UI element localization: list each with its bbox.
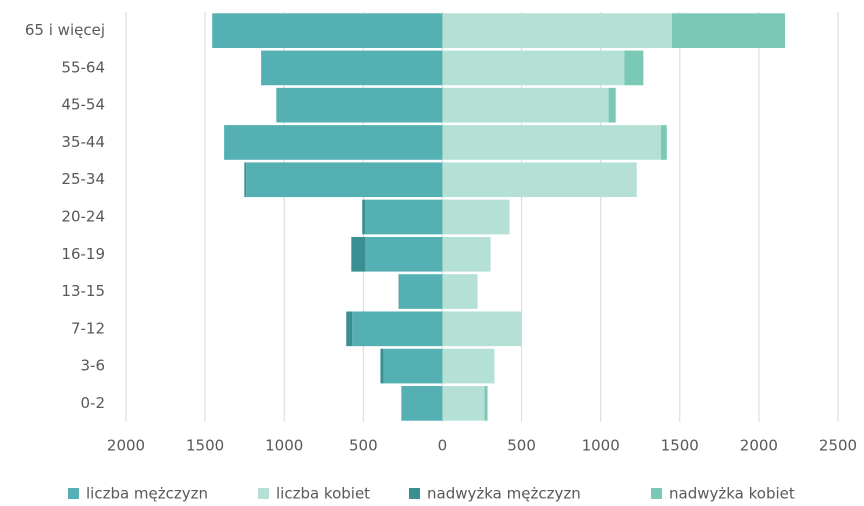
bar (442, 199, 510, 235)
y-tick-label: 0-2 (81, 394, 106, 412)
x-tick-label: 1000 (582, 437, 620, 455)
legend-label: liczba kobiet (276, 485, 370, 503)
bar (442, 125, 661, 160)
y-tick-label: 45-54 (61, 96, 105, 114)
bar (442, 87, 609, 123)
bar (401, 386, 443, 421)
legend-swatch (409, 488, 420, 499)
bar (484, 386, 488, 421)
bar (442, 50, 625, 86)
y-tick-label: 3-6 (81, 357, 106, 375)
legend-item: liczba mężczyzn (68, 485, 208, 503)
x-tick-label: 1500 (661, 437, 699, 455)
bar (276, 87, 443, 123)
bar (261, 50, 443, 86)
y-tick-label: 7-12 (71, 319, 105, 337)
bar (442, 13, 672, 48)
x-tick-label: 2000 (740, 437, 778, 455)
bar (608, 87, 616, 123)
bar (442, 386, 485, 421)
y-tick-label: 65 i więcej (25, 21, 105, 39)
bar (624, 50, 644, 86)
y-tick-label: 55-64 (61, 58, 105, 76)
legend-swatch (68, 488, 79, 499)
bar (362, 199, 366, 235)
bar (442, 348, 495, 384)
bar (346, 311, 353, 347)
x-tick-label: 2000 (107, 437, 145, 455)
bar (442, 162, 637, 198)
legend-label: nadwyżka mężczyzn (427, 485, 581, 503)
y-tick-label: 20-24 (61, 208, 105, 226)
bar (660, 125, 667, 160)
legend-item: nadwyżka mężczyzn (409, 485, 581, 503)
x-tick-label: 500 (507, 437, 536, 455)
bar (365, 236, 443, 272)
bar (352, 311, 443, 347)
bar (442, 311, 522, 347)
bar (399, 274, 443, 309)
x-tick-label: 2500 (819, 437, 857, 455)
bar (442, 274, 478, 309)
bar (671, 13, 785, 48)
x-tick-label: 1000 (265, 437, 303, 455)
bar (351, 236, 366, 272)
legend-item: nadwyżka kobiet (651, 485, 795, 503)
bar (383, 348, 443, 384)
legend-label: liczba mężczyzn (86, 485, 208, 503)
bar (212, 13, 443, 48)
legend-label: nadwyżka kobiet (669, 485, 795, 503)
bar (246, 162, 443, 198)
x-tick-label: 0 (438, 437, 448, 455)
y-tick-label: 25-34 (61, 170, 105, 188)
legend-item: liczba kobiet (258, 485, 370, 503)
y-tick-label: 35-44 (61, 133, 105, 151)
bar (365, 199, 443, 235)
y-tick-label: 16-19 (61, 245, 105, 263)
x-tick-label: 1500 (186, 437, 224, 455)
bar (398, 274, 400, 309)
bar (380, 348, 384, 384)
bar (224, 125, 443, 160)
legend-swatch (651, 488, 662, 499)
y-tick-label: 13-15 (61, 282, 105, 300)
bar (244, 162, 247, 198)
bar (442, 236, 491, 272)
legend-swatch (258, 488, 269, 499)
x-tick-label: 500 (349, 437, 378, 455)
